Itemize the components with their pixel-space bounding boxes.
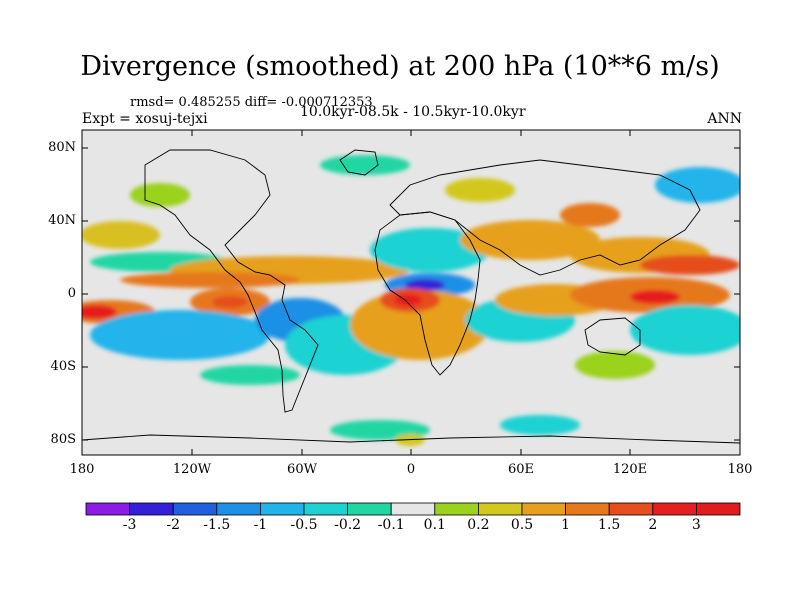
colorbar-label: -0.5 [290, 517, 318, 533]
colorbar-label: 0.2 [467, 517, 490, 533]
colorbar-box [172, 502, 218, 516]
colorbar-box [347, 502, 392, 516]
map-title: Divergence (smoothed) at 200 hPa (10**6 … [80, 51, 720, 82]
field-blob [500, 415, 580, 435]
colorbar-box [696, 502, 741, 516]
australia-coast [584, 317, 641, 356]
coastlines [82, 149, 740, 444]
field-blob [130, 183, 190, 207]
colorbar-box [85, 502, 130, 516]
field-blob [630, 290, 680, 304]
field-blob [370, 228, 490, 272]
antarctica-coast [82, 434, 740, 444]
field-blob [212, 296, 248, 308]
field-blob [120, 272, 300, 288]
lat-tick-label: 80N [48, 140, 76, 155]
field-blob [82, 221, 160, 249]
colorbar-label: -3 [122, 517, 137, 533]
lon-tick-label: 120E [612, 462, 648, 477]
lat-tick-label: 80S [50, 432, 76, 447]
colorbar-box [259, 502, 305, 516]
colorbar-label: -2 [166, 517, 180, 533]
colorbar-box [390, 502, 436, 516]
period-label: 10.0kyr-08.5k - 10.5kyr-10.0kyr [300, 104, 526, 120]
colorbar-label: -0.2 [334, 517, 362, 533]
colorbar-label: 1 [561, 517, 571, 533]
stats-text: rmsd= 0.485255 diff= -0.000712353 [130, 95, 373, 110]
colorbar-box [216, 502, 261, 516]
colorbar-box [303, 502, 348, 516]
colorbar-label: 1.5 [598, 517, 621, 533]
eurasia-coast [389, 159, 701, 276]
colorbar-label: 0.1 [423, 517, 446, 533]
colorbar-box [565, 502, 610, 516]
season-label: ANN [707, 111, 742, 127]
field-blob [630, 305, 740, 355]
colorbar-box [608, 502, 654, 516]
lon-tick-label: 0 [406, 462, 416, 477]
field-blob [560, 203, 620, 227]
field-blob [640, 255, 740, 275]
colorbar-label: 2 [648, 517, 658, 533]
axis-ticks [81, 130, 741, 455]
field-blob [350, 290, 490, 360]
colorbar-box [477, 502, 523, 516]
colorbar-box [434, 502, 479, 516]
colorbar-label: 0.5 [510, 517, 534, 533]
lat-tick-label: 40S [50, 359, 76, 374]
field-blob [405, 279, 445, 291]
colorbar-box [521, 502, 566, 516]
lon-tick-label: 60W [287, 462, 317, 477]
field-blob [460, 220, 600, 260]
lat-tick-label: 40N [48, 213, 76, 228]
colorbar [85, 502, 741, 516]
field-blob [445, 178, 515, 202]
colorbar-label: -0.1 [377, 517, 405, 533]
field-blob [82, 305, 117, 319]
lon-tick-label: 120W [172, 462, 212, 477]
colorbar-label: -1.5 [203, 517, 231, 533]
greenland-coast [339, 149, 379, 176]
colorbar-label: 3 [691, 517, 701, 533]
field-blob [320, 155, 410, 175]
divergence-field [82, 130, 740, 455]
experiment-label: Expt = xosuj-tejxi [82, 111, 208, 127]
field-blob [200, 365, 300, 385]
field-blob [575, 351, 655, 379]
colorbar-box [129, 502, 174, 516]
lon-tick-label: 60E [507, 462, 535, 477]
field-blob [90, 310, 270, 360]
africa-coast [374, 211, 481, 376]
americas-coast [144, 149, 319, 413]
lat-tick-label: 0 [67, 286, 76, 301]
lon-tick-label: 180 [727, 462, 753, 477]
field-blob [655, 167, 740, 203]
lon-tick-label: 180 [69, 462, 95, 477]
colorbar-box [652, 502, 697, 516]
colorbar-label: -1 [253, 517, 268, 533]
